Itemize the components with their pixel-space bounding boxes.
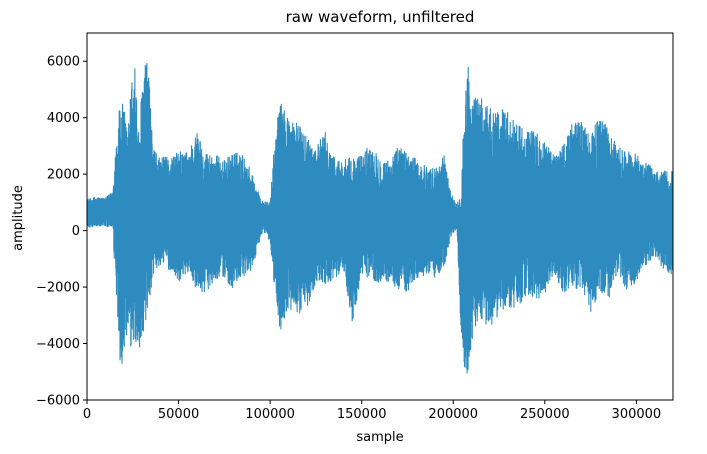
- y-tick-label: −4000: [36, 337, 80, 352]
- x-tick-label: 250000: [520, 407, 570, 422]
- waveform-line: [87, 63, 673, 374]
- y-tick-label: 2000: [47, 168, 80, 183]
- chart-title: raw waveform, unfiltered: [286, 8, 475, 26]
- x-tick-label: 100000: [245, 407, 295, 422]
- plot-frame: [86, 32, 674, 401]
- y-tick-label: 6000: [47, 55, 80, 70]
- x-tick-label: 0: [83, 407, 91, 422]
- x-axis: 0 50000 100000 150000 200000 250000 300000: [83, 400, 661, 422]
- x-tick-label: 150000: [337, 407, 387, 422]
- y-axis: −6000 −4000 −2000 0 2000 4000 6000: [36, 55, 87, 409]
- x-tick-label: 300000: [612, 407, 662, 422]
- y-tick-label: 0: [72, 224, 80, 239]
- y-tick-label: 4000: [47, 111, 80, 126]
- plot-area: [87, 63, 673, 374]
- y-tick-label: −6000: [36, 394, 80, 409]
- y-tick-label: −2000: [36, 281, 80, 296]
- y-axis-label: amplitude: [11, 185, 26, 251]
- x-axis-label: sample: [356, 430, 403, 445]
- x-tick-label: 50000: [158, 407, 199, 422]
- x-tick-label: 200000: [428, 407, 478, 422]
